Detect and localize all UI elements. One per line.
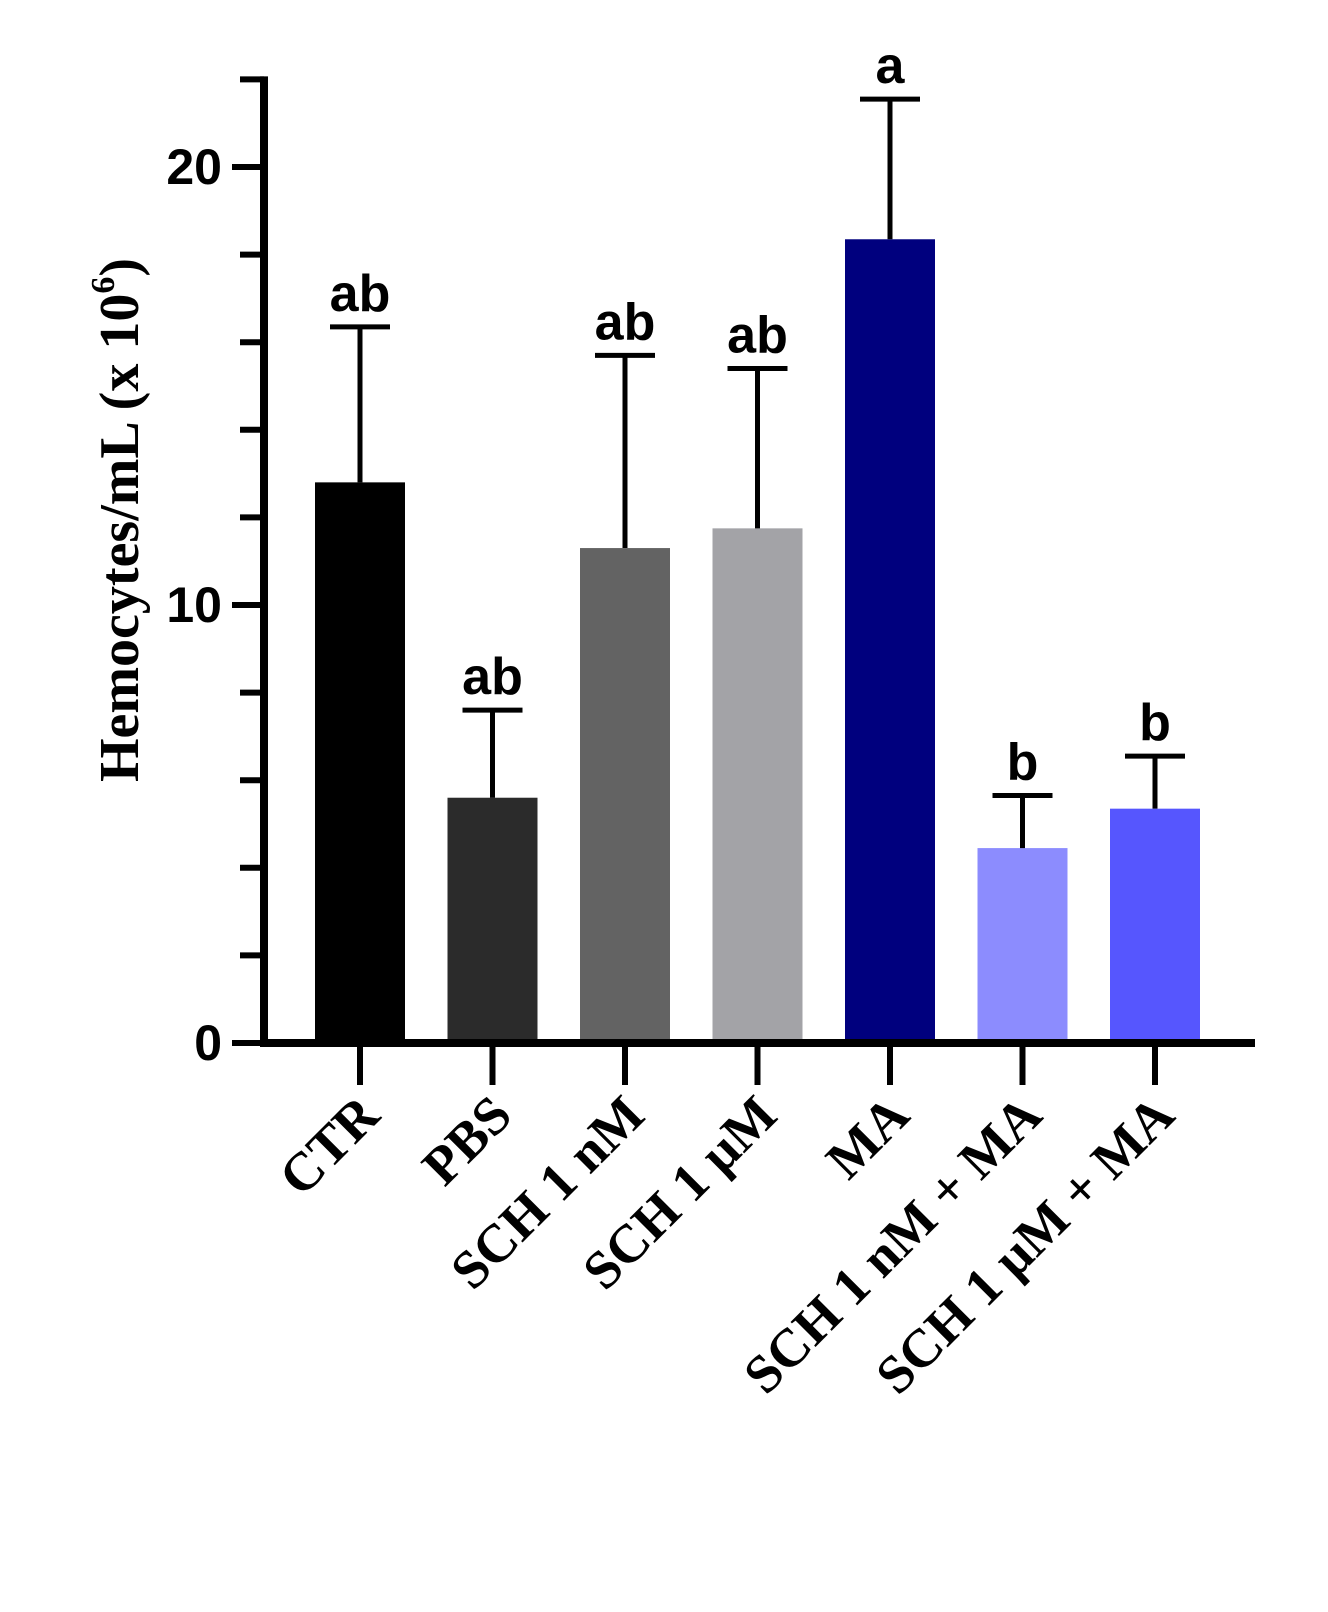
y-axis-label-suffix: ) <box>89 258 151 277</box>
x-tick-label: CTR <box>267 1083 391 1207</box>
bar-5 <box>845 239 935 1043</box>
bar-2 <box>447 797 538 1043</box>
significance-letter-4: ab <box>727 306 788 364</box>
bar-1 <box>315 482 405 1043</box>
significance-letter-6: b <box>1007 734 1039 792</box>
svg-text:Hemocytes/mL (x 106): Hemocytes/mL (x 106) <box>85 258 151 782</box>
significance-letter-3: ab <box>595 293 656 351</box>
bar-3 <box>580 548 670 1043</box>
significance-letter-5: a <box>876 37 906 95</box>
y-axis-label-superscript: 6 <box>85 277 122 294</box>
significance-letter-2: ab <box>462 648 523 706</box>
y-tick-label: 10 <box>166 577 222 633</box>
x-tick-label: MA <box>814 1084 920 1190</box>
y-axis-label-text: Hemocytes/mL (x 10 <box>89 294 151 782</box>
y-tick-label: 20 <box>166 139 222 195</box>
x-tick-label: PBS <box>411 1084 523 1196</box>
bar-7 <box>1110 808 1200 1043</box>
y-axis-label: Hemocytes/mL (x 106) <box>85 258 151 782</box>
bar-4 <box>712 528 803 1043</box>
significance-letter-1: ab <box>330 265 391 323</box>
bar-6 <box>977 848 1068 1043</box>
y-tick-label: 0 <box>194 1015 222 1071</box>
significance-letter-7: b <box>1139 694 1171 752</box>
